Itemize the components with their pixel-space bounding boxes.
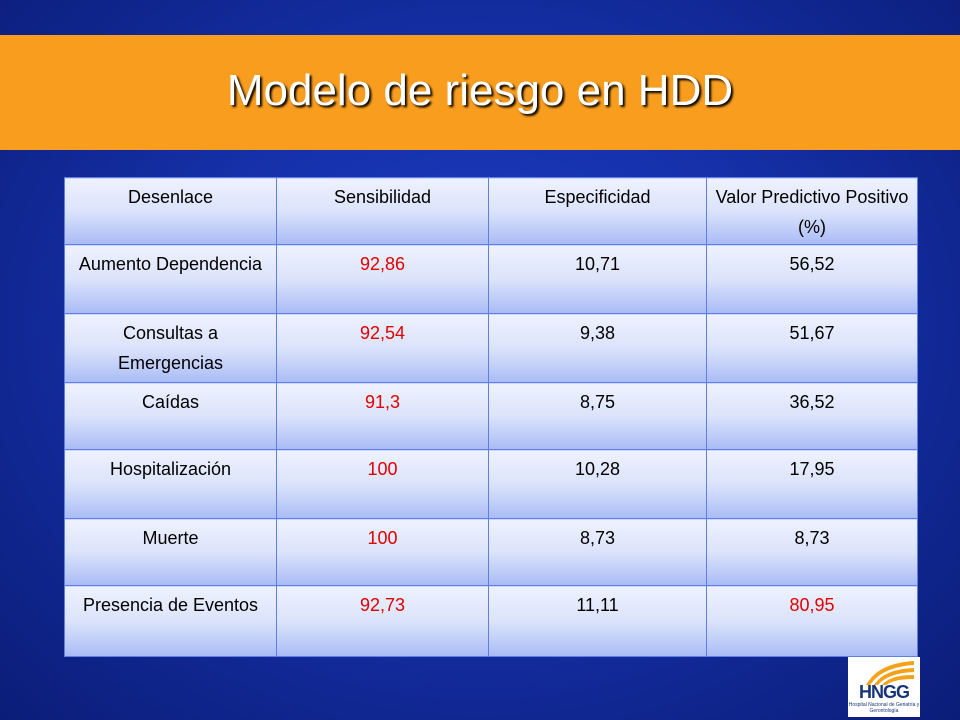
cell-valor-predictivo: 17,95 <box>706 449 918 519</box>
cell-valor-predictivo: 8,73 <box>706 518 918 586</box>
table-row: Hospitalización 100 10,28 17,95 <box>64 449 918 519</box>
cell-sensibilidad: 92,54 <box>276 313 489 383</box>
cell-valor-predictivo: 56,52 <box>706 244 918 314</box>
cell-especificidad: 11,11 <box>488 585 707 657</box>
table-header-row: Desenlace Sensibilidad Especificidad Val… <box>64 177 918 245</box>
cell-valor-predictivo: 36,52 <box>706 382 918 450</box>
cell-valor-predictivo: 80,95 <box>706 585 918 657</box>
cell-sensibilidad: 100 <box>276 518 489 586</box>
cell-desenlace: Hospitalización <box>64 449 277 519</box>
table-row: Aumento Dependencia 92,86 10,71 56,52 <box>64 244 918 314</box>
table-row: Muerte 100 8,73 8,73 <box>64 518 918 586</box>
table-row: Presencia de Eventos 92,73 11,11 80,95 <box>64 585 918 657</box>
header-especificidad: Especificidad <box>488 177 707 245</box>
header-sensibilidad: Sensibilidad <box>276 177 489 245</box>
table-row: Caídas 91,3 8,75 36,52 <box>64 382 918 450</box>
cell-especificidad: 10,28 <box>488 449 707 519</box>
header-valor-predictivo: Valor Predictivo Positivo (%) <box>706 177 918 245</box>
cell-sensibilidad: 92,86 <box>276 244 489 314</box>
cell-sensibilidad: 100 <box>276 449 489 519</box>
cell-especificidad: 8,75 <box>488 382 707 450</box>
cell-desenlace: Muerte <box>64 518 277 586</box>
hospital-logo: HNGG Hospital Nacional de Geriatría y Ge… <box>848 657 920 717</box>
title-banner <box>0 35 960 150</box>
sunburst-icon <box>866 661 914 685</box>
cell-sensibilidad: 92,73 <box>276 585 489 657</box>
cell-especificidad: 8,73 <box>488 518 707 586</box>
results-table: Desenlace Sensibilidad Especificidad Val… <box>64 177 918 657</box>
logo-text: HNGG <box>859 682 910 702</box>
cell-sensibilidad: 91,3 <box>276 382 489 450</box>
cell-desenlace: Presencia de Eventos <box>64 585 277 657</box>
cell-valor-predictivo: 51,67 <box>706 313 918 383</box>
cell-especificidad: 9,38 <box>488 313 707 383</box>
slide-title: Modelo de riesgo en HDD <box>226 66 734 115</box>
cell-especificidad: 10,71 <box>488 244 707 314</box>
header-desenlace: Desenlace <box>64 177 277 245</box>
cell-desenlace: Caídas <box>64 382 277 450</box>
logo-subtext: Hospital Nacional de Geriatría y Geronto… <box>848 702 920 714</box>
cell-desenlace: Consultas a Emergencias <box>64 313 277 383</box>
table-row: Consultas a Emergencias 92,54 9,38 51,67 <box>64 313 918 383</box>
cell-desenlace: Aumento Dependencia <box>64 244 277 314</box>
